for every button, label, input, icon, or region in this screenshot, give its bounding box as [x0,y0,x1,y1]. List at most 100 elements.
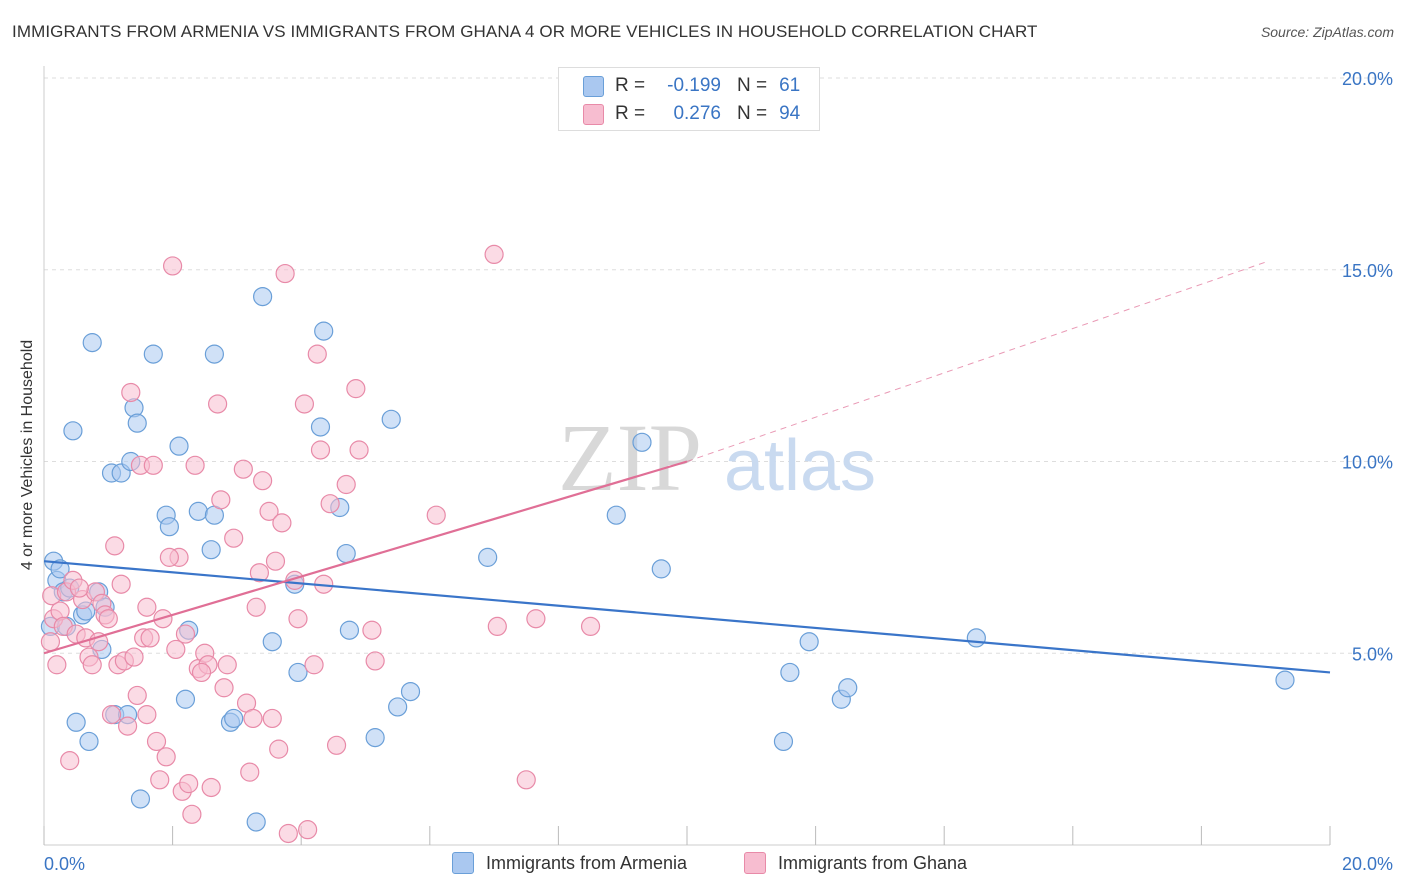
point-ghana [159,547,179,567]
point-ghana [278,823,298,844]
x-tick-label: 20.0% [1342,854,1393,874]
point-ghana [487,616,507,637]
point-ghana [246,597,266,617]
point-armenia [82,333,102,353]
point-armenia [780,662,800,683]
point-ghana [516,770,536,790]
point-ghana [101,705,122,725]
point-ghana [111,574,131,594]
point-ghana [217,655,237,675]
point-ghana [526,609,546,629]
legend-swatch-armenia [583,75,604,97]
point-ghana [150,770,170,790]
point-ghana [362,620,382,640]
point-armenia [478,547,498,567]
x-tick-label: 0.0% [44,854,85,874]
point-ghana [288,609,308,629]
legend-r-label: R = [615,103,646,124]
legend-n-value-ghana: 94 [779,103,801,124]
point-armenia [314,321,334,341]
point-ghana [349,440,369,460]
point-ghana [307,344,327,364]
point-ghana [326,735,347,755]
point-armenia [66,712,86,732]
watermark-atlas: atlas [724,426,876,506]
point-ghana [60,751,80,771]
point-armenia [159,517,179,537]
point-ghana [121,382,141,403]
legend-r-value-ghana: 0.276 [673,103,721,124]
point-ghana [179,774,199,794]
point-ghana [191,662,212,683]
point-armenia [773,731,794,752]
point-ghana [580,616,601,637]
legend-r-label: R = [615,75,646,96]
point-ghana [310,440,331,460]
series-points [40,76,1295,844]
point-armenia [632,432,652,452]
point-ghana [265,551,286,571]
trend-line-ghana [43,460,688,655]
point-armenia [224,708,244,729]
point-ghana [163,256,183,276]
watermark: ZIP atlas [558,404,876,511]
point-ghana [272,513,292,533]
point-armenia [201,540,221,560]
point-ghana [243,708,263,729]
point-ghana [124,647,144,667]
trend-extension-ghana [686,261,1266,462]
legend-n-label: N = [737,75,768,96]
point-ghana [233,459,253,479]
legend-swatch-armenia [452,852,474,874]
legend-item-armenia[interactable]: Immigrants from Armenia [452,852,687,874]
point-ghana [82,655,102,675]
point-armenia [310,417,331,437]
point-ghana [426,505,446,525]
point-ghana [346,379,366,399]
point-ghana [259,501,279,521]
chart-title: IMMIGRANTS FROM ARMENIA VS IMMIGRANTS FR… [12,22,1038,41]
source-label: Source: ZipAtlas.com [1260,24,1394,40]
point-ghana [69,578,89,598]
point-ghana [275,263,295,284]
correlation-legend: R = -0.199 N = 61 R = 0.276 N = 94 [558,67,820,131]
point-ghana [240,762,260,782]
point-ghana [47,655,67,675]
point-ghana [105,536,125,556]
legend-row-ghana: R = 0.276 N = 94 [583,102,801,126]
point-armenia [253,286,273,307]
point-ghana [320,494,340,514]
point-ghana [211,490,231,510]
point-armenia [50,559,70,579]
point-ghana [365,651,385,671]
point-armenia [204,344,224,364]
y-tick-label: 15.0% [1342,261,1393,281]
point-ghana [336,474,356,495]
point-ghana [185,455,205,475]
legend-row-armenia: R = -0.199 N = 61 [583,74,800,98]
point-ghana [484,244,504,265]
point-armenia [246,812,266,832]
legend-label-armenia: Immigrants from Armenia [486,852,688,873]
point-armenia [966,628,986,648]
point-ghana [269,739,289,759]
tick-labels: 5.0% 10.0% 15.0% 20.0% 0.0% 20.0% [44,69,1393,874]
point-armenia [381,409,401,429]
point-armenia [651,559,671,579]
point-ghana [146,731,167,752]
y-tick-label: 20.0% [1342,69,1393,89]
legend-item-ghana[interactable]: Immigrants from Ghana [744,852,967,874]
point-armenia [288,662,308,683]
point-ghana [143,455,163,475]
point-ghana [224,528,244,548]
point-ghana [137,597,157,617]
point-ghana [98,609,118,629]
y-tick-label: 10.0% [1342,453,1393,473]
point-armenia [1275,670,1295,690]
point-armenia [127,413,147,433]
point-ghana [298,820,318,840]
point-ghana [208,394,228,414]
point-armenia [262,632,282,652]
point-armenia [169,436,189,456]
grid-lines [44,77,1395,654]
